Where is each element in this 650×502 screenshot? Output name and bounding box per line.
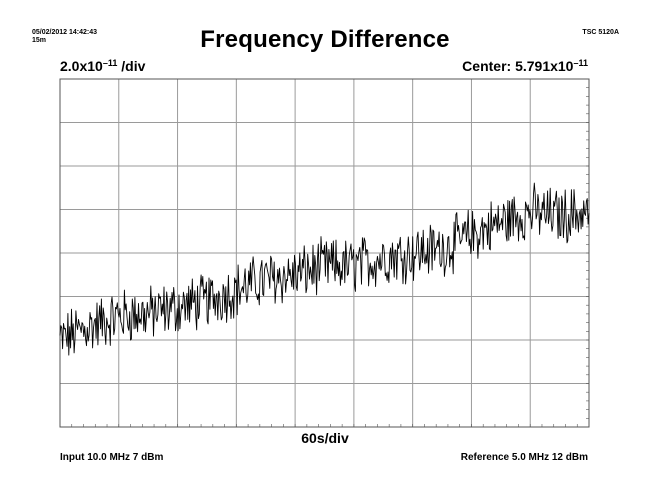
x-scale-label: 60s/div (301, 430, 349, 446)
y-scale-mantissa: 2.0x10 (60, 58, 103, 74)
frequency-difference-trace (59, 182, 590, 356)
duration-label: 15m (32, 37, 47, 44)
model-label: TSC 5120A (582, 29, 619, 36)
reference-signal-label: Reference 5.0 MHz 12 dBm (460, 452, 588, 463)
input-signal-label: Input 10.0 MHz 7 dBm (60, 452, 164, 463)
center-exponent: –11 (573, 58, 588, 68)
y-scale-unit: /div (117, 58, 146, 74)
center-prefix: Center: 5.791x10 (462, 58, 574, 74)
y-scale-label: 2.0x10–11 /div (60, 58, 145, 74)
y-scale-exponent: –11 (102, 58, 118, 68)
timestamp: 05/02/2012 14:42:43 (32, 29, 97, 36)
chart-title: Frequency Difference (200, 26, 450, 53)
center-value-label: Center: 5.791x10–11 (462, 58, 588, 74)
